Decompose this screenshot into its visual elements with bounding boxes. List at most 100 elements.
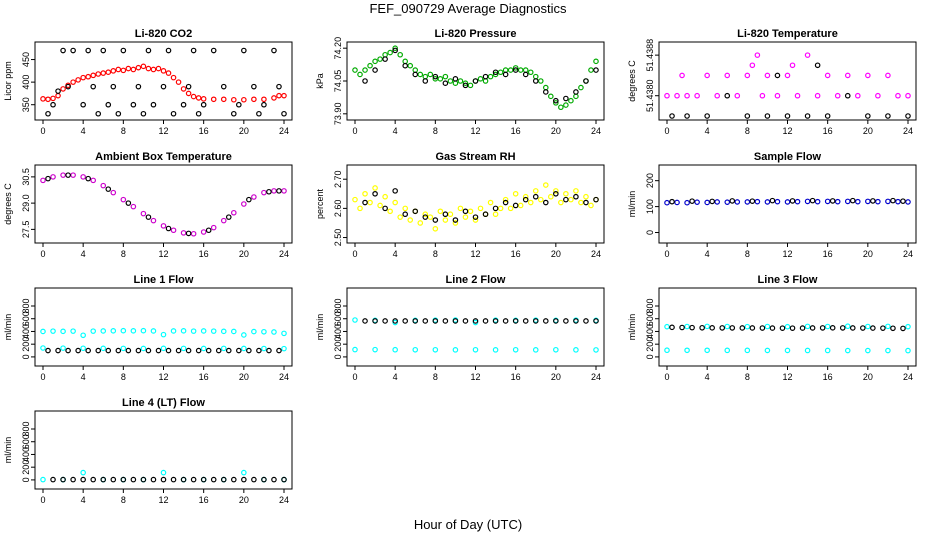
x-tick-label: 20 (239, 372, 249, 382)
data-point (402, 318, 409, 324)
data-point (482, 318, 489, 324)
data-point (85, 73, 91, 80)
x-tick-label: 0 (352, 249, 357, 259)
data-point (392, 318, 398, 324)
data-point (573, 188, 579, 194)
data-point (839, 325, 846, 331)
y-tick-label: 29.0 (21, 194, 31, 212)
data-point (220, 83, 227, 90)
data-point (377, 202, 383, 209)
data-point (664, 347, 670, 354)
data-point (135, 347, 142, 354)
data-point (824, 72, 831, 79)
x-tick-label: 0 (40, 249, 45, 259)
data-point (583, 318, 589, 324)
data-point (80, 332, 86, 339)
x-tick-label: 16 (199, 372, 209, 382)
data-point (593, 347, 599, 353)
x-axis-label: Hour of Day (UTC) (413, 517, 523, 532)
data-point (271, 95, 277, 101)
y-tick-label: 350 (21, 97, 31, 112)
plot-frame (346, 287, 605, 367)
data-point (210, 476, 217, 483)
data-point (266, 188, 272, 195)
data-point (844, 198, 851, 205)
data-point (256, 347, 262, 354)
data-point (442, 211, 449, 218)
data-point (885, 323, 891, 330)
data-point (573, 318, 579, 324)
data-point (764, 323, 771, 330)
data-point (65, 347, 71, 354)
data-point (190, 476, 197, 483)
data-point (759, 92, 766, 99)
data-point (251, 194, 257, 200)
data-point (804, 52, 811, 58)
data-point (60, 345, 66, 351)
data-point (512, 346, 519, 353)
data-point (512, 190, 519, 197)
data-point (789, 198, 796, 204)
data-point (251, 96, 257, 103)
data-point (205, 347, 212, 354)
data-point (180, 345, 187, 352)
data-point (844, 323, 851, 330)
data-point (90, 476, 97, 483)
data-point (824, 347, 831, 354)
data-point (70, 79, 76, 85)
x-tick-label: 12 (782, 126, 792, 136)
data-point (452, 217, 459, 223)
series-2 (669, 197, 906, 205)
data-point (422, 73, 429, 80)
data-point (452, 80, 459, 86)
data-point (220, 217, 227, 224)
data-point (362, 190, 368, 197)
x-tick-label: 16 (823, 126, 833, 136)
x-tick-label: 24 (591, 372, 601, 382)
data-point (704, 323, 710, 330)
data-point (50, 328, 56, 334)
data-point (276, 83, 282, 90)
data-point (664, 92, 670, 99)
data-point (120, 47, 127, 54)
data-point (120, 196, 127, 203)
data-point (170, 227, 177, 234)
data-point (387, 208, 393, 215)
series-2 (40, 345, 287, 352)
data-point (669, 113, 675, 119)
data-point (593, 196, 599, 203)
data-point (517, 202, 524, 209)
data-point (588, 67, 594, 73)
data-point (195, 347, 202, 354)
x-tick-label: 24 (903, 126, 913, 136)
figure-title: FEF_090729 Average Diagnostics (369, 1, 567, 16)
data-point (452, 318, 459, 324)
series-3 (45, 347, 282, 354)
data-point (65, 83, 71, 90)
data-point (165, 47, 172, 54)
x-tick-label: 12 (158, 372, 168, 382)
y-tick-label: 800 (21, 298, 31, 313)
data-point (472, 346, 479, 353)
data-point (532, 73, 539, 80)
data-point (537, 78, 544, 84)
data-point (210, 96, 217, 103)
data-point (522, 196, 529, 203)
data-point (824, 113, 831, 119)
x-tick-label: 4 (705, 126, 710, 136)
y-axis-label: Licor ppm (3, 61, 13, 101)
data-point (392, 346, 398, 353)
data-point (467, 82, 474, 89)
data-point (432, 346, 439, 353)
data-point (553, 346, 559, 353)
data-point (352, 317, 358, 323)
data-point (492, 69, 499, 76)
data-point (110, 476, 117, 483)
data-point (502, 318, 509, 324)
data-point (895, 198, 901, 205)
data-point (130, 328, 137, 334)
data-point (462, 214, 469, 220)
data-point (241, 345, 247, 352)
y-tick-label: 2.70 (333, 170, 343, 188)
